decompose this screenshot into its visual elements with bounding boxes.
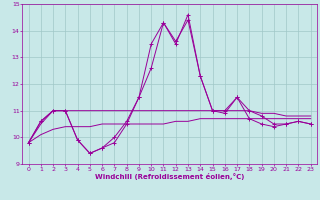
X-axis label: Windchill (Refroidissement éolien,°C): Windchill (Refroidissement éolien,°C): [95, 173, 244, 180]
